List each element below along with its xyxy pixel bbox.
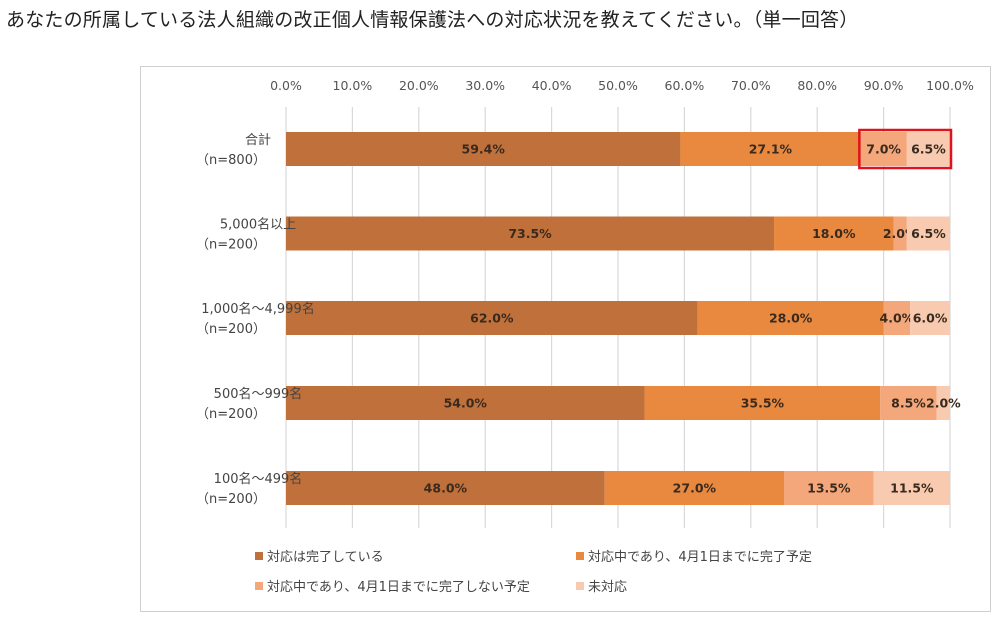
x-axis-ticks: 0.0% 10.0% 20.0% 30.0% 40.0% 50.0% 60.0% 70.0% 8… <box>270 78 974 93</box>
bars: 59.4% 27.1% 7.0% 6.5% 73.5% 18.0% 2.0% 6.5% 62.0… <box>286 128 961 505</box>
legend-label: 対応は完了している <box>267 550 384 565</box>
data-label: 18.0% <box>812 226 856 241</box>
x-tick-label: 50.0% <box>598 78 638 93</box>
data-label: 35.5% <box>741 396 785 411</box>
category-label-line2: （n=200） <box>196 492 266 507</box>
bar-segment <box>680 132 861 166</box>
bar-segment <box>906 132 950 166</box>
category-label-line2: （n=200） <box>196 407 266 422</box>
category-labels: 合計 （n=800） 5,000名以上 （n=200） 1,000名～4,999名 （n=… <box>196 132 315 507</box>
data-label: 6.5% <box>911 226 946 241</box>
category-label-line1: 500名～999名 <box>214 386 303 402</box>
bar-segment <box>774 216 894 251</box>
bar-segment <box>604 471 784 505</box>
bar-segment <box>860 132 907 166</box>
data-label: 27.1% <box>749 142 793 157</box>
category-label-line1: 5,000名以上 <box>220 217 296 233</box>
bar-segment <box>286 386 645 420</box>
bar-segment <box>286 471 605 505</box>
category-label-line1: 1,000名～4,999名 <box>201 301 314 317</box>
data-label: 13.5% <box>807 481 851 496</box>
x-tick-label: 60.0% <box>665 78 705 93</box>
category-label-line1: 100名～499名 <box>214 471 303 487</box>
bar-segment <box>880 386 937 420</box>
bar-segment <box>893 216 907 251</box>
data-label: 2.0% <box>926 396 961 411</box>
x-tick-label: 80.0% <box>797 78 837 93</box>
category-label-line2: （n=200） <box>196 238 266 253</box>
highlight-box <box>858 128 953 170</box>
data-label: 62.0% <box>470 311 514 326</box>
bar-segment <box>286 132 681 166</box>
bar-segment <box>936 386 950 420</box>
data-label: 7.0% <box>866 142 901 157</box>
data-label: 28.0% <box>769 311 813 326</box>
legend-label: 対応中であり、4月1日までに完了しない予定 <box>267 580 530 595</box>
x-tick-label: 0.0% <box>270 78 302 93</box>
bar-segment <box>286 216 775 251</box>
data-label: 73.5% <box>508 226 552 241</box>
x-tick-label: 30.0% <box>465 78 505 93</box>
x-tick-label: 20.0% <box>399 78 439 93</box>
data-label: 4.0% <box>880 311 915 326</box>
question-title: あなたの所属している法人組織の改正個人情報保護法への対応状況を教えてください。（… <box>6 9 859 31</box>
bar-segment <box>883 301 911 335</box>
x-tick-label: 40.0% <box>532 78 572 93</box>
legend-swatch <box>255 552 263 560</box>
legend-swatch <box>576 582 584 590</box>
x-tick-label: 10.0% <box>333 78 373 93</box>
bar-segment <box>644 386 881 420</box>
x-tick-label: 70.0% <box>731 78 771 93</box>
category-label-line2: （n=800） <box>196 153 266 168</box>
bar-segment <box>697 301 884 335</box>
data-label: 54.0% <box>444 396 488 411</box>
bar-segment <box>286 301 698 335</box>
x-tick-label: 100.0% <box>926 78 974 93</box>
legend-label: 未対応 <box>588 580 627 595</box>
data-label: 48.0% <box>424 481 468 496</box>
bar-segment <box>910 301 950 335</box>
legend: 対応は完了している 対応中であり、4月1日までに完了予定対応中であり、4月1日まで… <box>255 550 812 595</box>
data-label: 11.5% <box>890 481 934 496</box>
bar-segment <box>906 216 950 251</box>
bar-segment <box>873 471 950 505</box>
bar-segment <box>784 471 874 505</box>
legend-swatch <box>255 582 263 590</box>
legend-swatch <box>576 552 584 560</box>
category-label-line1: 合計 <box>245 132 271 148</box>
legend-label: 対応中であり、4月1日までに完了予定 <box>588 550 812 565</box>
data-label: 6.0% <box>913 311 948 326</box>
data-label: 27.0% <box>673 481 717 496</box>
data-label: 6.5% <box>911 142 946 157</box>
x-tick-label: 90.0% <box>864 78 904 93</box>
data-label: 8.5% <box>891 396 926 411</box>
category-label-line2: （n=200） <box>196 322 266 337</box>
data-label: 59.4% <box>462 142 506 157</box>
